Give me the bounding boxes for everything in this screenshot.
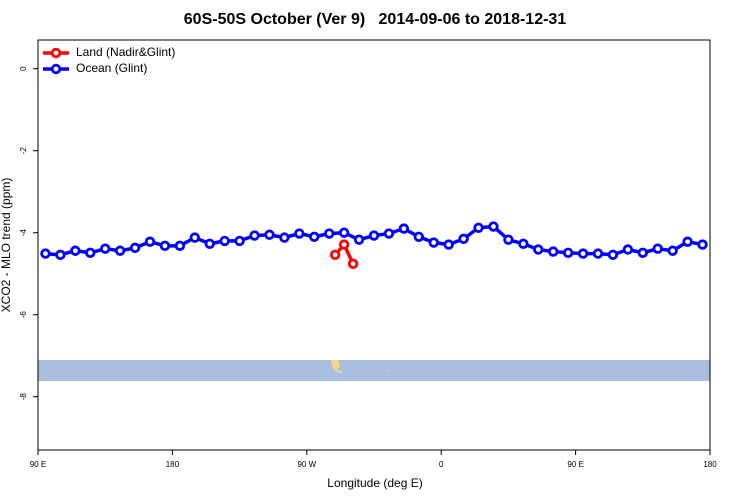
legend-marker xyxy=(50,63,62,75)
point xyxy=(40,248,51,259)
legend-label: Ocean (Glint) xyxy=(76,61,147,75)
x-tick-label: 90 E xyxy=(30,460,46,469)
point xyxy=(368,230,380,241)
point xyxy=(204,238,215,249)
x-tick-label: 0 xyxy=(439,460,444,469)
point xyxy=(413,231,424,242)
point xyxy=(383,228,395,239)
point xyxy=(347,258,359,270)
point xyxy=(428,237,439,248)
point xyxy=(159,240,171,252)
point xyxy=(667,245,678,256)
point xyxy=(637,247,648,258)
point xyxy=(622,244,634,255)
point xyxy=(592,248,604,259)
point xyxy=(518,238,529,249)
x-tick-label: 180 xyxy=(166,460,180,469)
point xyxy=(562,247,574,258)
point xyxy=(329,249,341,261)
point xyxy=(55,249,66,261)
point xyxy=(85,247,96,258)
legend-label: Land (Nadir&Glint) xyxy=(76,45,175,59)
x-tick-label: 90 E xyxy=(567,460,583,469)
point xyxy=(174,240,186,252)
point xyxy=(249,230,260,241)
point xyxy=(607,249,619,261)
y-tick-label: -4 xyxy=(19,229,28,237)
point xyxy=(548,246,559,257)
x-axis-label: Longitude (deg E) xyxy=(327,476,422,490)
point xyxy=(70,245,81,256)
point xyxy=(503,234,514,245)
point xyxy=(682,236,693,247)
point xyxy=(294,228,305,239)
point xyxy=(533,244,544,255)
y-axis-label: XCO2 - MLO trend (ppm) xyxy=(0,178,13,313)
x-tick-label: 90 W xyxy=(297,460,316,469)
point xyxy=(398,223,410,234)
y-tick-label: -6 xyxy=(19,311,28,319)
point xyxy=(473,222,484,233)
point xyxy=(443,239,454,250)
point xyxy=(114,245,126,256)
point xyxy=(219,235,230,247)
chart-title: 60S-50S October (Ver 9) 2014-09-06 to 20… xyxy=(184,11,567,28)
y-tick-label: -8 xyxy=(19,393,28,401)
point xyxy=(99,243,111,254)
map-strip xyxy=(38,360,710,381)
map-land xyxy=(331,360,343,373)
point xyxy=(577,248,589,259)
point xyxy=(324,228,335,239)
point xyxy=(234,235,245,247)
y-tick-label: 0 xyxy=(19,66,28,71)
point xyxy=(353,234,365,245)
x-tick-label: 180 xyxy=(703,460,717,469)
plot-frame xyxy=(37,39,711,451)
point xyxy=(129,242,141,254)
point xyxy=(264,229,275,240)
y-tick-label: -2 xyxy=(19,147,28,155)
point xyxy=(279,232,290,243)
point xyxy=(144,236,156,247)
point xyxy=(697,239,708,250)
point xyxy=(652,243,663,254)
point xyxy=(488,221,499,232)
point xyxy=(309,231,320,242)
map-land xyxy=(386,370,388,371)
point xyxy=(458,233,469,245)
legend-marker xyxy=(50,47,62,59)
point xyxy=(338,227,350,238)
point xyxy=(189,232,200,243)
point xyxy=(338,239,350,250)
